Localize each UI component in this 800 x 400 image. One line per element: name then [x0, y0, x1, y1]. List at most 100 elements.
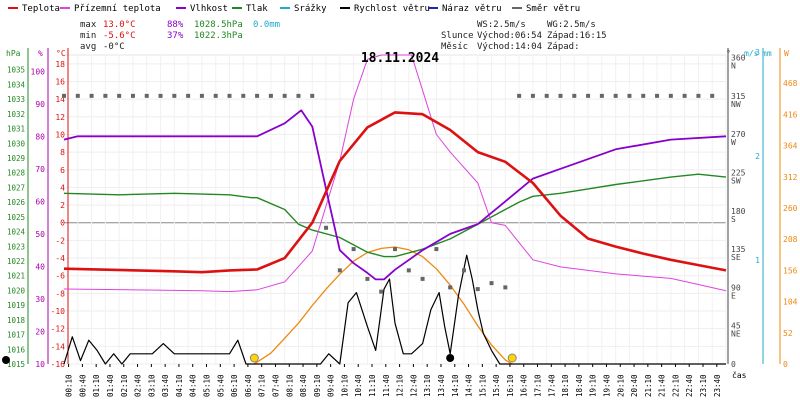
solar-axis-tick: 156: [783, 266, 798, 275]
direction-label: NE: [731, 330, 741, 339]
wind-direction-point: [255, 93, 260, 98]
stats-avg-temp: -0°C: [103, 42, 125, 52]
solar-axis-tick: 208: [783, 235, 798, 244]
humidity-axis-tick: 40: [35, 262, 45, 271]
humidity-axis-tick: 50: [35, 230, 45, 239]
legend-label-srazky: Srážky: [294, 4, 327, 14]
x-tick-label: 15:10: [478, 374, 487, 397]
stats-min-hum: 37%: [167, 31, 184, 41]
windspeed-axis-tick: 2: [755, 152, 760, 161]
pressure-axis-tick: 1020: [7, 286, 26, 295]
direction-axis-tick: 270: [731, 130, 746, 139]
direction-label: W: [731, 138, 736, 147]
temperature-axis-tick: -16: [51, 360, 66, 369]
chart-date-title: 18.11.2024: [361, 51, 439, 66]
x-tick-label: 11:10: [368, 374, 377, 397]
sunrise-marker-icon: [249, 353, 259, 363]
solar-axis-tick: 104: [783, 298, 798, 307]
wind-direction-point: [655, 93, 660, 98]
x-tick-label: 14:10: [451, 374, 460, 397]
wind-direction-point: [613, 93, 618, 98]
pressure-axis-tick: 1034: [7, 80, 26, 89]
temperature-axis-tick: -14: [51, 342, 66, 351]
humidity-axis-tick: 30: [35, 295, 45, 304]
x-tick-label: 01:10: [92, 374, 101, 397]
solar-axis-tick: 312: [783, 173, 798, 182]
pressure-axis-tick: 1018: [7, 316, 26, 325]
direction-axis-tick: 0: [731, 360, 736, 369]
legend-label-vlhkost: Vlhkost: [190, 4, 228, 14]
wind-direction-point: [586, 93, 591, 98]
wind-direction-point: [62, 93, 66, 98]
direction-axis-tick: 90: [731, 283, 741, 292]
x-tick-label: 12:40: [409, 374, 418, 397]
x-tick-label: 21:40: [658, 374, 667, 397]
pressure-axis-tick: 1033: [7, 95, 25, 104]
direction-label: SE: [731, 253, 741, 262]
series-line-slunecni-zareni: [253, 246, 513, 365]
axis-unit-x: čas: [732, 370, 747, 380]
humidity-axis-tick: 80: [35, 132, 45, 141]
series-line-teplota: [63, 111, 727, 274]
sun-label: Slunce: [441, 31, 474, 41]
temperature-axis-tick: 4: [60, 183, 65, 192]
axis-unit-w: W: [784, 49, 789, 58]
temperature-axis-tick: 16: [55, 77, 65, 86]
pressure-axis-tick: 1029: [7, 154, 25, 163]
wind-direction-point: [544, 93, 549, 98]
pressure-axis-tick: 1026: [7, 198, 26, 207]
moon-set: Západ:: [547, 42, 580, 52]
solar-axis-tick: 52: [783, 329, 793, 338]
pressure-axis-tick: 1021: [7, 272, 25, 281]
wind-direction-point: [572, 93, 577, 98]
plot-area: [2, 54, 727, 365]
sunset-marker-icon: [507, 353, 517, 363]
moon-rise: Východ:14:04: [477, 42, 542, 52]
direction-label: SW: [731, 176, 741, 185]
wind-direction-point: [310, 93, 315, 98]
wind-direction-point: [324, 225, 329, 230]
axis-unit-deg: °: [726, 49, 731, 58]
x-tick-label: 23:40: [713, 374, 722, 397]
wind-direction-point: [448, 285, 453, 290]
wind-direction-point: [351, 247, 356, 252]
x-tick-label: 18:10: [561, 374, 570, 397]
x-tick-label: 08:10: [285, 374, 294, 397]
legend-label-rychlost-vetru: Rychlost větru: [354, 4, 430, 14]
x-tick-label: 16:40: [520, 374, 529, 397]
direction-axis-tick: 45: [731, 322, 741, 331]
wind-direction-point: [268, 93, 273, 98]
wind-direction-point: [420, 276, 425, 281]
direction-label: N: [731, 62, 736, 71]
axis-unit-ms: m/s: [744, 49, 759, 58]
wind-direction-point: [530, 93, 535, 98]
solar-axis-tick: 260: [783, 204, 798, 213]
x-tick-label: 02:10: [120, 374, 129, 397]
temperature-axis-tick: -8: [55, 289, 65, 298]
pressure-axis-tick: 1016: [7, 345, 26, 354]
temperature-axis-tick: 0: [60, 219, 65, 228]
direction-label: S: [731, 215, 736, 224]
stats-max-precip: 0.0mm: [253, 20, 280, 30]
x-tick-label: 16:10: [506, 374, 515, 397]
x-tick-label: 10:10: [340, 374, 349, 397]
humidity-axis-tick: 20: [35, 327, 45, 336]
temperature-axis-tick: -12: [51, 325, 66, 334]
wind-direction-point: [393, 247, 397, 252]
x-tick-label: 15:40: [492, 374, 501, 397]
x-tick-label: 09:10: [313, 374, 322, 397]
temperature-axis-tick: -6: [55, 272, 65, 281]
x-tick-label: 03:40: [161, 374, 170, 397]
wind-direction-point: [227, 93, 232, 98]
direction-label: NW: [731, 100, 741, 109]
x-tick-label: 13:40: [437, 374, 446, 397]
x-tick-label: 08:40: [299, 374, 308, 397]
legend-label-naraz-vetru: Náraz větru: [442, 4, 502, 14]
x-tick-label: 07:40: [271, 374, 280, 397]
direction-label: E: [731, 291, 736, 300]
wind-direction-point: [172, 93, 177, 98]
humidity-axis-tick: 90: [35, 100, 45, 109]
stats-max-press: 1028.5hPa: [194, 20, 243, 30]
pressure-axis-tick: 1017: [7, 331, 25, 340]
x-tick-label: 10:40: [354, 374, 363, 397]
